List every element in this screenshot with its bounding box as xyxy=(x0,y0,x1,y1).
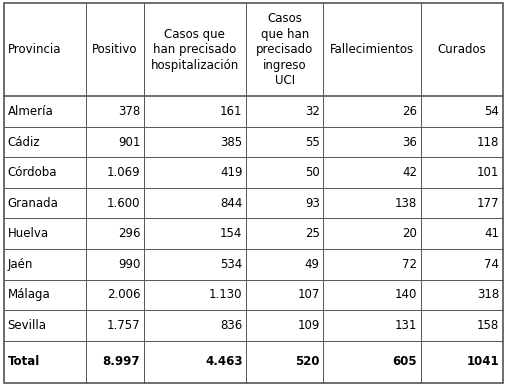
Text: 20: 20 xyxy=(402,227,417,240)
Text: 93: 93 xyxy=(305,196,320,210)
Text: 318: 318 xyxy=(477,288,499,301)
Text: 32: 32 xyxy=(305,105,320,118)
Text: 54: 54 xyxy=(485,105,499,118)
Text: Fallecimientos: Fallecimientos xyxy=(330,43,414,56)
Text: Granada: Granada xyxy=(8,196,58,210)
Text: 901: 901 xyxy=(118,135,140,149)
Text: 2.006: 2.006 xyxy=(106,288,140,301)
Text: Málaga: Málaga xyxy=(8,288,50,301)
Text: 296: 296 xyxy=(118,227,140,240)
Text: Total: Total xyxy=(8,356,40,368)
Text: 42: 42 xyxy=(402,166,417,179)
Text: 138: 138 xyxy=(395,196,417,210)
Text: 385: 385 xyxy=(221,135,242,149)
Text: Jaén: Jaén xyxy=(8,258,33,271)
Text: Huelva: Huelva xyxy=(8,227,49,240)
Text: 55: 55 xyxy=(305,135,320,149)
Text: 1041: 1041 xyxy=(467,356,499,368)
Text: Córdoba: Córdoba xyxy=(8,166,57,179)
Text: 836: 836 xyxy=(220,319,242,332)
Text: Cádiz: Cádiz xyxy=(8,135,40,149)
Text: Casos que
han precisado
hospitalización: Casos que han precisado hospitalización xyxy=(151,28,239,72)
Text: 140: 140 xyxy=(395,288,417,301)
Text: Almería: Almería xyxy=(8,105,53,118)
Text: 534: 534 xyxy=(220,258,242,271)
Text: 1.600: 1.600 xyxy=(106,196,140,210)
Text: 36: 36 xyxy=(402,135,417,149)
Text: 1.130: 1.130 xyxy=(209,288,242,301)
Text: Positivo: Positivo xyxy=(92,43,138,56)
Text: 49: 49 xyxy=(305,258,320,271)
Text: 154: 154 xyxy=(220,227,242,240)
Text: 8.997: 8.997 xyxy=(103,356,140,368)
Text: 109: 109 xyxy=(298,319,320,332)
Text: 107: 107 xyxy=(298,288,320,301)
Text: Provincia: Provincia xyxy=(8,43,61,56)
Text: 1.069: 1.069 xyxy=(106,166,140,179)
Text: Casos
que han
precisado
ingreso
UCI: Casos que han precisado ingreso UCI xyxy=(256,12,313,87)
Text: 419: 419 xyxy=(220,166,242,179)
Text: 50: 50 xyxy=(305,166,320,179)
Text: 378: 378 xyxy=(118,105,140,118)
Text: 990: 990 xyxy=(118,258,140,271)
Text: 520: 520 xyxy=(295,356,320,368)
Text: 74: 74 xyxy=(484,258,499,271)
Text: 131: 131 xyxy=(395,319,417,332)
Text: 158: 158 xyxy=(477,319,499,332)
Text: 25: 25 xyxy=(305,227,320,240)
Text: 1.757: 1.757 xyxy=(106,319,140,332)
Text: 41: 41 xyxy=(484,227,499,240)
Text: 4.463: 4.463 xyxy=(205,356,242,368)
Text: 844: 844 xyxy=(220,196,242,210)
Text: 26: 26 xyxy=(402,105,417,118)
Text: 72: 72 xyxy=(402,258,417,271)
Text: Curados: Curados xyxy=(438,43,486,56)
Text: 177: 177 xyxy=(477,196,499,210)
Text: Sevilla: Sevilla xyxy=(8,319,47,332)
Text: 101: 101 xyxy=(477,166,499,179)
Text: 118: 118 xyxy=(477,135,499,149)
Text: 161: 161 xyxy=(220,105,242,118)
Text: 605: 605 xyxy=(392,356,417,368)
